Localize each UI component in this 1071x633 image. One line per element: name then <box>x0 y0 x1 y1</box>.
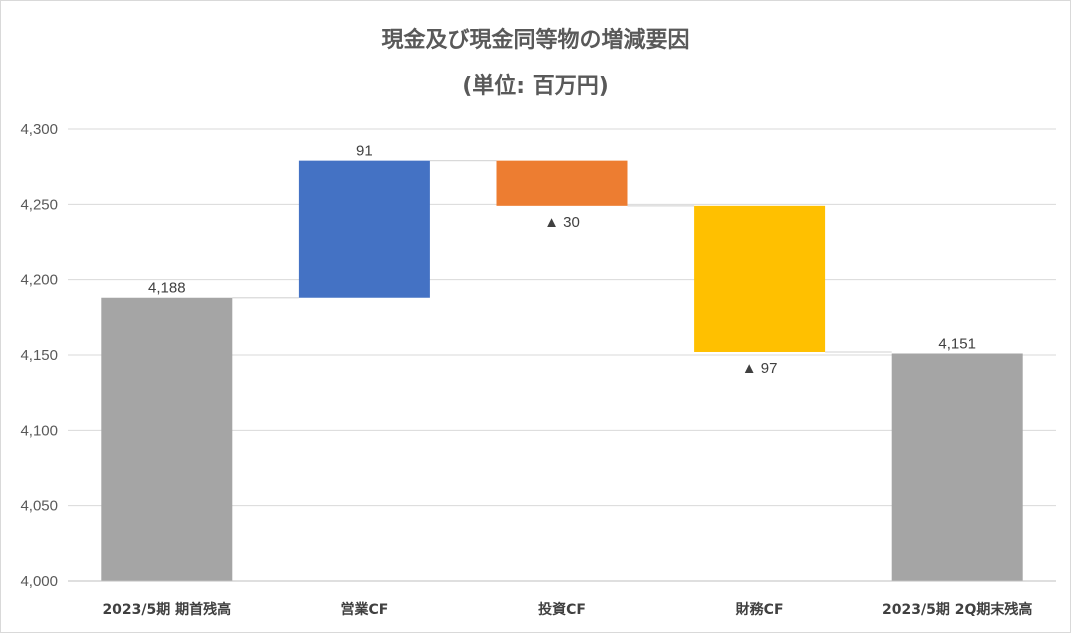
bars <box>101 160 1023 581</box>
bar-2 <box>496 160 628 206</box>
y-tick-label: 4,150 <box>20 347 58 364</box>
x-category-label: 財務CF <box>735 601 784 618</box>
y-tick-label: 4,050 <box>20 498 58 515</box>
x-axis: 2023/5期 期首残高 営業CF 投資CF 財務CF 2023/5期 2Q期末残高 <box>68 580 1056 618</box>
connector-lines <box>232 159 892 353</box>
bar-4 <box>891 353 1023 581</box>
bar-3 <box>694 205 826 352</box>
data-label: 4,151 <box>938 335 976 352</box>
x-category-label: 投資CF <box>538 601 586 618</box>
y-tick-label: 4,300 <box>20 121 58 138</box>
y-tick-label: 4,200 <box>20 272 58 289</box>
data-label: ▲ 97 <box>742 360 778 377</box>
bar-0 <box>101 297 233 581</box>
y-tick-label: 4,000 <box>20 573 58 590</box>
x-category-label: 2023/5期 期首残高 <box>102 601 231 618</box>
y-axis: 4,000 4,050 4,100 4,150 4,200 4,250 4,300 <box>20 121 58 590</box>
bar-1 <box>298 160 430 298</box>
x-category-label: 2023/5期 2Q期末残高 <box>882 601 1032 618</box>
x-category-label: 営業CF <box>340 601 388 618</box>
data-label: 4,188 <box>148 280 186 297</box>
data-labels: 4,188 91 ▲ 30 ▲ 97 4,151 <box>148 143 976 377</box>
data-label: ▲ 30 <box>544 214 580 231</box>
chart-title: 現金及び現金同等物の増減要因 <box>381 28 690 53</box>
chart-subtitle: (単位: 百万円) <box>462 74 609 99</box>
y-tick-label: 4,100 <box>20 422 58 439</box>
data-label: 91 <box>356 143 373 160</box>
y-tick-label: 4,250 <box>20 196 58 213</box>
